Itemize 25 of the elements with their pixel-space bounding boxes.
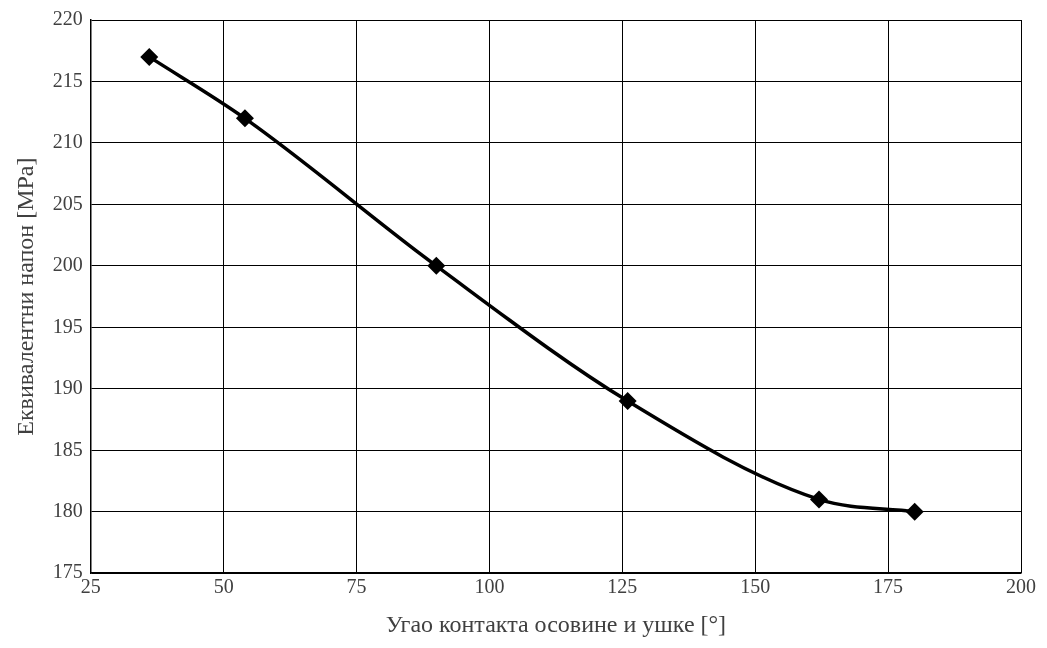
point: [235, 109, 254, 128]
y-tick-label: 200: [52, 253, 83, 276]
y-tick-label: 175: [52, 560, 83, 583]
y-tick-label: 190: [52, 376, 83, 399]
y-tick-label: 185: [52, 437, 83, 460]
point: [618, 392, 637, 411]
y-tick-label: 180: [52, 498, 83, 521]
y-tick-label: 220: [52, 7, 83, 30]
x-tick-label: 150: [740, 575, 771, 598]
y-tick-label: 195: [52, 314, 83, 337]
y-tick-label: 210: [52, 130, 83, 153]
x-tick-label: 100: [474, 575, 505, 598]
y-tick-label: 215: [52, 68, 83, 91]
point: [905, 502, 924, 521]
y-tick-label: 205: [52, 191, 83, 214]
x-tick-label: 50: [213, 575, 234, 598]
x-tick-label: 200: [1006, 575, 1036, 598]
x-axis-title: Угао контакта осовине и ушке [°]: [385, 610, 727, 637]
point: [427, 256, 446, 275]
x-tick-label: 125: [607, 575, 638, 598]
y-axis-title: Еквивалентни напон [MPa]: [11, 157, 38, 436]
point: [810, 490, 829, 509]
point: [140, 47, 159, 66]
x-tick-label: 175: [873, 575, 904, 598]
x-tick-label: 75: [346, 575, 367, 598]
